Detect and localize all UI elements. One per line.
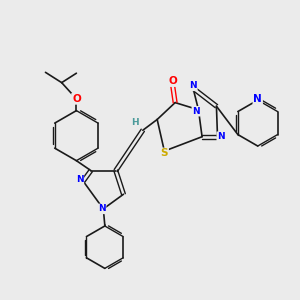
Text: H: H	[131, 118, 138, 127]
Text: N: N	[217, 132, 225, 141]
Text: N: N	[192, 107, 200, 116]
Text: S: S	[160, 148, 168, 158]
Text: O: O	[168, 76, 177, 86]
Text: N: N	[253, 94, 262, 103]
Text: N: N	[98, 204, 106, 213]
Text: N: N	[76, 175, 83, 184]
Text: N: N	[189, 81, 197, 90]
Text: O: O	[72, 94, 81, 104]
